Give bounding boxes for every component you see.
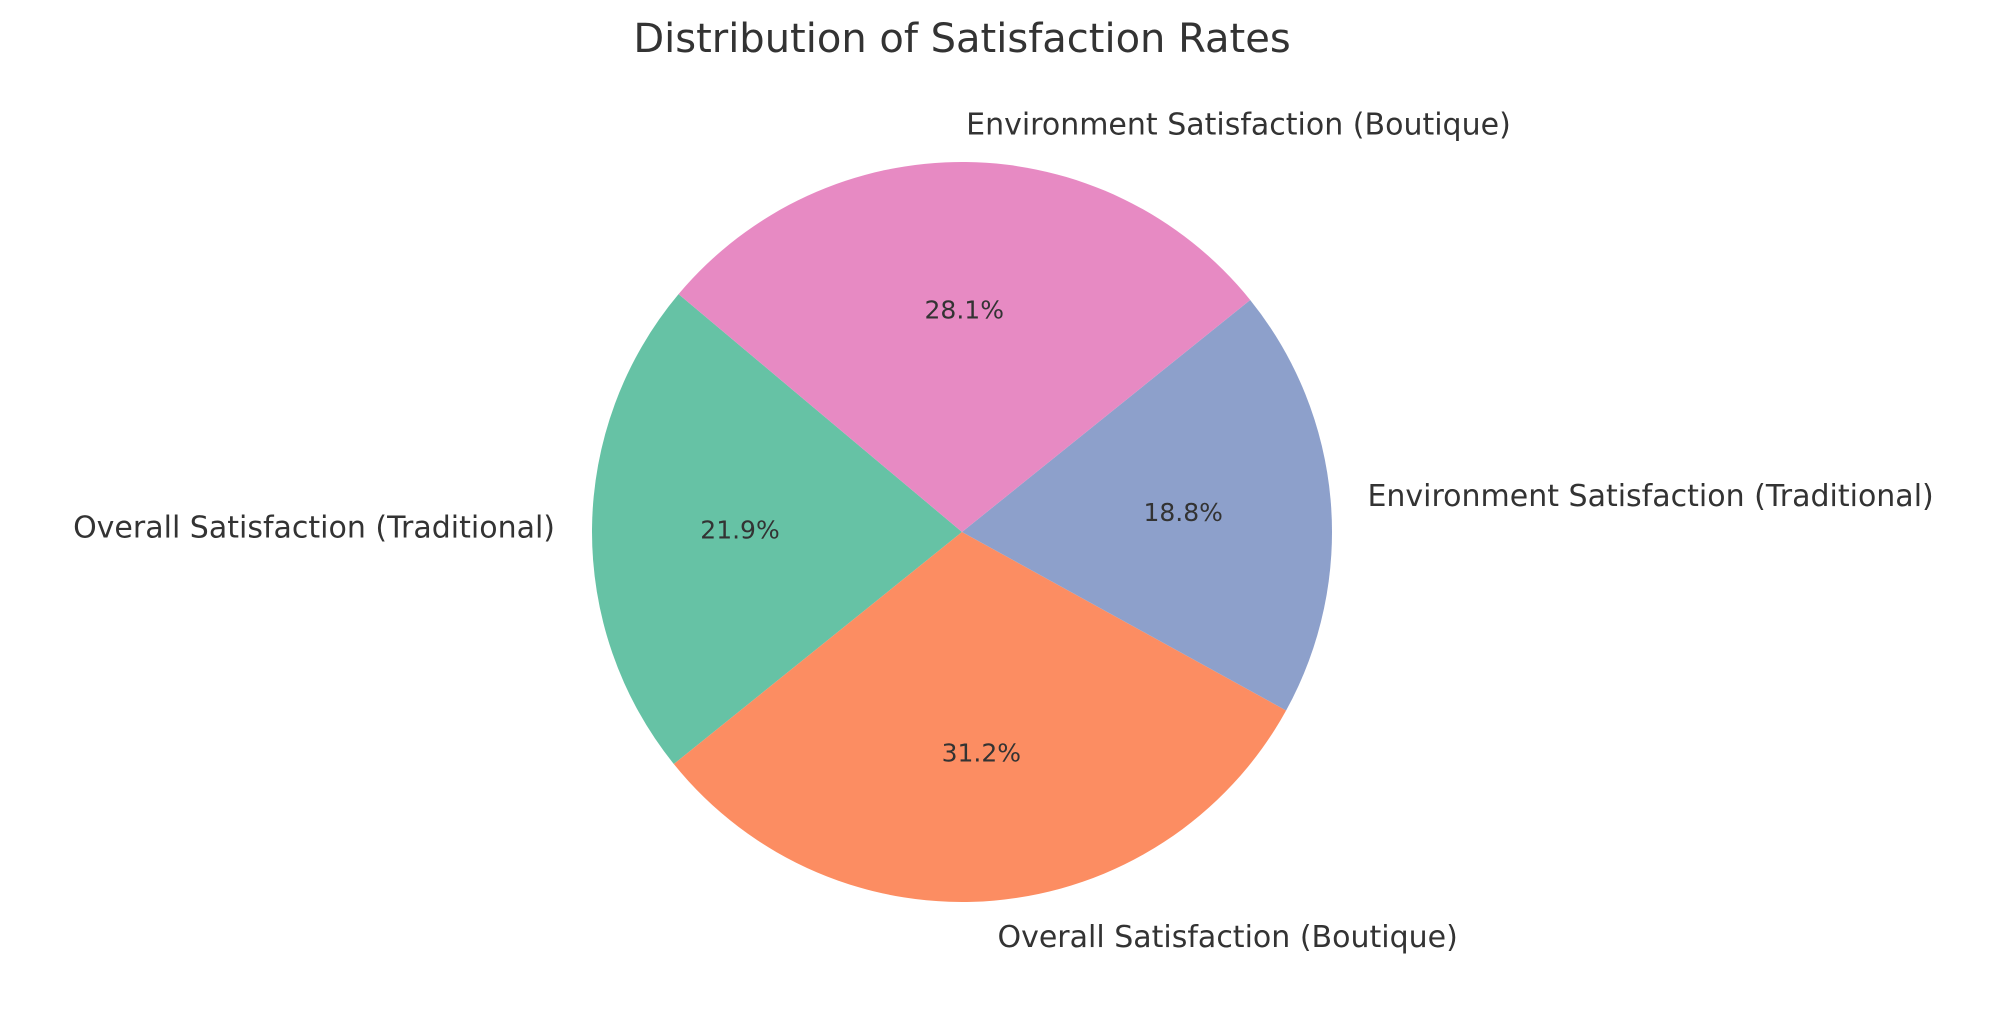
pie-labels: 21.9% Overall Satisfaction (Traditional) 3… bbox=[73, 108, 1934, 955]
slice-category-label-2: Environment Satisfaction (Traditional) bbox=[1367, 479, 1933, 514]
slice-percent-label-3: 28.1% bbox=[925, 296, 1004, 325]
slice-category-label-3: Environment Satisfaction (Boutique) bbox=[966, 108, 1511, 143]
slice-percent-label-0: 21.9% bbox=[700, 515, 779, 544]
pie-slice-1 bbox=[673, 532, 1287, 902]
slice-percent-label-2: 18.8% bbox=[1143, 498, 1222, 527]
pie-slices bbox=[592, 162, 1332, 902]
pie-slice-0 bbox=[592, 294, 962, 765]
slice-percent-label-1: 31.2% bbox=[942, 739, 1021, 768]
pie-slice-2 bbox=[962, 299, 1332, 711]
slice-category-label-1: Overall Satisfaction (Boutique) bbox=[997, 920, 1457, 955]
chart-title: Distribution of Satisfaction Rates bbox=[633, 16, 1290, 62]
slice-category-label-0: Overall Satisfaction (Traditional) bbox=[73, 510, 555, 545]
pie-slice-3 bbox=[678, 162, 1251, 532]
